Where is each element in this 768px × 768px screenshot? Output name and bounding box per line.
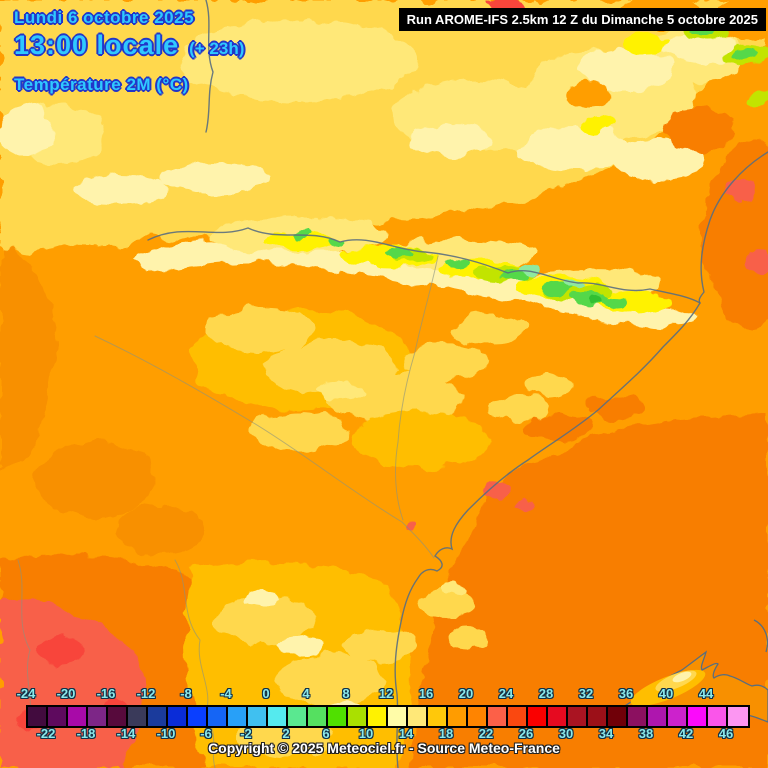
scale-swatch-20: [428, 707, 448, 726]
scale-swatch-12: [268, 707, 288, 726]
legend-label: 30: [558, 726, 574, 741]
pyrenees-cold-band: [135, 217, 702, 328]
legend-label: 12: [378, 686, 394, 701]
scale-swatch-25: [528, 707, 548, 726]
legend-label: 42: [678, 726, 694, 741]
forecast-hour-offset: (+ 23h): [189, 39, 245, 58]
ebro-valley-mottle: [190, 308, 644, 468]
region-boundary-aragon: [395, 255, 439, 521]
scale-swatch-28: [588, 707, 608, 726]
scale-swatch-31: [648, 707, 668, 726]
scale-swatch-27: [568, 707, 588, 726]
scale-swatch-33: [688, 707, 708, 726]
scale-swatch-26: [548, 707, 568, 726]
legend-label: 46: [718, 726, 734, 741]
scale-swatch-4: [108, 707, 128, 726]
legend-label: 8: [342, 686, 350, 701]
temperature-scale: [26, 705, 750, 728]
legend-label: 34: [598, 726, 614, 741]
legend-label: 20: [458, 686, 474, 701]
mallorca-island: [610, 619, 768, 723]
forecast-header: Lundi 6 octobre 2025 13:00 locale (+ 23h)…: [14, 8, 244, 95]
legend-label: -12: [136, 686, 156, 701]
legend-label: -10: [156, 726, 176, 741]
river-ebro: [94, 335, 435, 559]
scale-swatch-32: [668, 707, 688, 726]
legend-label: 16: [418, 686, 434, 701]
scale-swatch-2: [68, 707, 88, 726]
france-yellow-region: [0, 0, 768, 253]
france-spain-border: [147, 227, 701, 304]
legend-label: -2: [240, 726, 252, 741]
legend-label: 0: [262, 686, 270, 701]
scale-swatch-3: [88, 707, 108, 726]
legend-label: -18: [76, 726, 96, 741]
legend-label: 10: [358, 726, 374, 741]
scale-swatch-0: [28, 707, 48, 726]
legend-label: 32: [578, 686, 594, 701]
legend-label: 28: [538, 686, 554, 701]
legend-label: 6: [322, 726, 330, 741]
region-boundary-south: [174, 559, 216, 768]
department-boundary: [205, 0, 214, 133]
menorca-coast: [753, 619, 768, 653]
scale-swatch-15: [328, 707, 348, 726]
scale-swatch-7: [168, 707, 188, 726]
copyright-text: Copyright © 2025 Meteociel.fr - Source M…: [208, 740, 560, 756]
scale-swatch-29: [608, 707, 628, 726]
scale-swatch-34: [708, 707, 728, 726]
legend-label: -8: [180, 686, 192, 701]
legend-label: -22: [36, 726, 56, 741]
legend-top-labels: -24 -20 -16 -12 -8 -4 0 4 8 12 16 20 24 28 32 36 40 44: [17, 686, 748, 702]
legend-label: 40: [658, 686, 674, 701]
scale-swatch-14: [308, 707, 328, 726]
scale-swatch-17: [368, 707, 388, 726]
scale-swatch-6: [148, 707, 168, 726]
scale-swatch-22: [468, 707, 488, 726]
legend-label: 44: [698, 686, 714, 701]
scale-swatch-11: [248, 707, 268, 726]
scale-swatch-16: [348, 707, 368, 726]
scale-swatch-5: [128, 707, 148, 726]
scale-swatch-35: [728, 707, 748, 726]
legend-label: -20: [56, 686, 76, 701]
scale-swatch-24: [508, 707, 528, 726]
legend-label: 22: [478, 726, 494, 741]
legend-label: 36: [618, 686, 634, 701]
scale-swatch-19: [408, 707, 428, 726]
scale-swatch-30: [628, 707, 648, 726]
scale-swatch-18: [388, 707, 408, 726]
scale-swatch-10: [228, 707, 248, 726]
legend-label: -24: [16, 686, 36, 701]
legend-label: 38: [638, 726, 654, 741]
legend-label: 18: [438, 726, 454, 741]
legend-label: -14: [116, 726, 136, 741]
legend-bottom-labels: -22 -18 -14 -10 -6 -2 2 6 10 14 18 22 26 30 34 38 42 46: [26, 726, 748, 742]
legend-label: 14: [398, 726, 414, 741]
legend-label: 4: [302, 686, 310, 701]
model-run-banner: Run AROME-IFS 2.5km 12 Z du Dimanche 5 o…: [398, 8, 766, 31]
borders-and-coastlines: [17, 0, 768, 768]
legend-label: -4: [220, 686, 232, 701]
scale-swatch-21: [448, 707, 468, 726]
scale-swatch-9: [208, 707, 228, 726]
region-boundary-southwest: [17, 559, 32, 729]
legend-label: 2: [282, 726, 290, 741]
legend-label: -6: [200, 726, 212, 741]
mediterranean-coastline: [394, 151, 768, 768]
forecast-time: 13:00 locale: [14, 30, 180, 60]
right-coast-warm-region: [487, 0, 768, 330]
legend-label: -16: [96, 686, 116, 701]
forecast-date: Lundi 6 octobre 2025: [14, 8, 195, 27]
parameter-label: Température 2M (°C): [14, 75, 189, 94]
legend-label: 24: [498, 686, 514, 701]
scale-swatch-23: [488, 707, 508, 726]
scale-swatch-13: [288, 707, 308, 726]
legend-label: 26: [518, 726, 534, 741]
scale-swatch-8: [188, 707, 208, 726]
scale-swatch-1: [48, 707, 68, 726]
